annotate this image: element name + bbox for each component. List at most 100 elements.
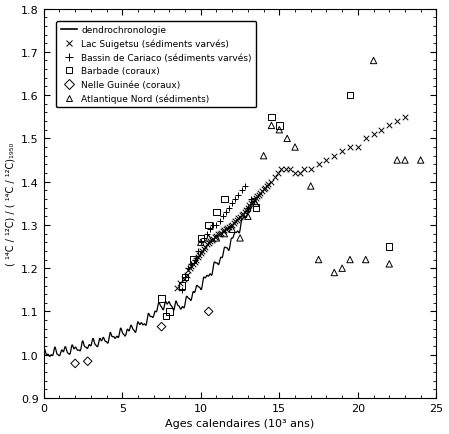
Point <box>208 237 216 244</box>
Point <box>205 240 212 247</box>
Point <box>181 274 189 281</box>
Point <box>354 144 361 151</box>
Point <box>207 226 214 233</box>
Point <box>197 239 204 246</box>
Point <box>188 261 195 268</box>
Point <box>158 323 165 330</box>
Point <box>193 256 200 263</box>
Point <box>260 187 267 194</box>
Point <box>181 274 189 281</box>
Point <box>178 283 185 289</box>
Point <box>205 308 212 315</box>
Point <box>259 188 266 195</box>
Point <box>185 265 192 272</box>
Y-axis label: ( ¹⁴C / ¹²C) / ( ¹⁴C / ¹²C)₁₉₅₀: ( ¹⁴C / ¹²C) / ( ¹⁴C / ¹²C)₁₉₅₀ <box>5 142 16 265</box>
Point <box>241 209 248 216</box>
Point <box>268 123 275 130</box>
Point <box>219 213 226 220</box>
Point <box>229 222 236 229</box>
Point <box>243 207 250 214</box>
Point <box>185 267 192 274</box>
Point <box>244 205 251 212</box>
Point <box>386 243 393 250</box>
Point <box>227 223 234 230</box>
Point <box>210 222 217 229</box>
Point <box>158 295 165 302</box>
Point <box>268 179 275 186</box>
Point <box>213 235 220 242</box>
Point <box>271 174 278 181</box>
Point <box>194 254 201 261</box>
Point <box>188 263 195 270</box>
Point <box>222 209 229 216</box>
Point <box>276 127 283 134</box>
Point <box>216 230 223 237</box>
Point <box>323 157 330 164</box>
Point <box>235 215 242 222</box>
Point <box>177 280 184 287</box>
Point <box>249 199 256 206</box>
Point <box>247 196 255 203</box>
Point <box>205 222 212 229</box>
Point <box>210 236 217 243</box>
Point <box>191 259 198 266</box>
Point <box>71 360 79 367</box>
Point <box>218 230 225 237</box>
Point <box>196 252 203 259</box>
Point <box>386 261 393 268</box>
Point <box>197 235 204 242</box>
Point <box>183 272 190 279</box>
Point <box>255 192 263 199</box>
Point <box>287 166 294 173</box>
Point <box>238 212 245 219</box>
Point <box>339 265 346 272</box>
Point <box>207 238 214 245</box>
Point <box>362 256 369 263</box>
Point <box>232 196 239 203</box>
Point <box>251 197 258 204</box>
Point <box>291 170 299 177</box>
Point <box>265 181 272 188</box>
Point <box>202 243 209 250</box>
Point <box>213 209 220 216</box>
Point <box>180 276 187 283</box>
Point <box>362 135 369 142</box>
Point <box>260 153 267 160</box>
Point <box>230 220 238 227</box>
Point <box>244 213 251 220</box>
Point <box>221 227 228 234</box>
Point <box>244 205 251 212</box>
Point <box>211 234 219 241</box>
Point <box>233 217 241 224</box>
Point <box>276 123 283 130</box>
Point <box>186 265 194 272</box>
Point <box>163 312 170 319</box>
Point <box>315 161 322 168</box>
Point <box>213 222 220 229</box>
Point <box>331 153 338 160</box>
Point <box>200 246 207 253</box>
Point <box>252 205 260 212</box>
Point <box>205 235 212 242</box>
Point <box>84 358 91 365</box>
Point <box>237 235 244 242</box>
Point <box>263 183 270 190</box>
Point <box>301 166 308 173</box>
Point <box>247 201 255 207</box>
Point <box>225 205 233 212</box>
Point <box>393 118 401 125</box>
Point <box>274 170 282 177</box>
Point <box>315 256 322 263</box>
Point <box>238 187 245 194</box>
Point <box>221 230 228 237</box>
Point <box>291 144 299 151</box>
Point <box>197 239 204 246</box>
Point <box>189 261 197 268</box>
Point <box>331 270 338 276</box>
Point <box>215 231 222 238</box>
Point <box>189 256 197 263</box>
Point <box>284 135 291 142</box>
Point <box>199 248 206 255</box>
Point <box>194 248 201 255</box>
Point <box>246 203 253 210</box>
